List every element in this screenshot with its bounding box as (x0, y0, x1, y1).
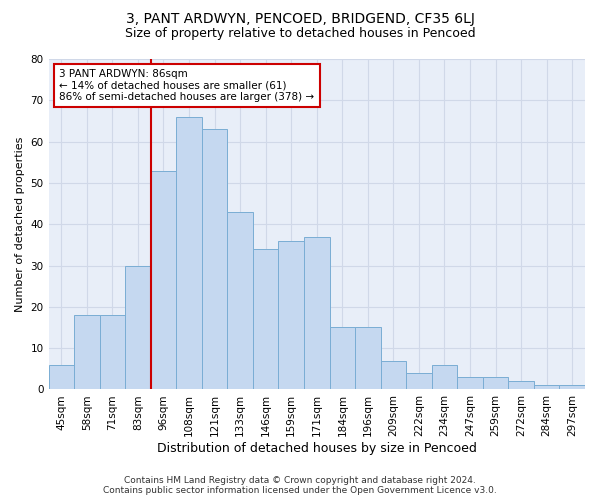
Bar (508, 381, 534, 390)
Bar (483, 377, 508, 390)
Text: Size of property relative to detached houses in Pencoed: Size of property relative to detached ho… (125, 28, 475, 40)
Bar (253, 249, 278, 390)
Bar (49, 364, 74, 390)
Bar (355, 328, 380, 390)
Bar (278, 241, 304, 390)
Bar (406, 373, 432, 390)
Bar (380, 360, 406, 390)
Bar (151, 170, 176, 390)
Bar (534, 386, 559, 390)
Text: Contains HM Land Registry data © Crown copyright and database right 2024.
Contai: Contains HM Land Registry data © Crown c… (103, 476, 497, 495)
Text: 3, PANT ARDWYN, PENCOED, BRIDGEND, CF35 6LJ: 3, PANT ARDWYN, PENCOED, BRIDGEND, CF35 … (125, 12, 475, 26)
Y-axis label: Number of detached properties: Number of detached properties (15, 136, 25, 312)
Bar (227, 212, 253, 390)
Bar (559, 386, 585, 390)
Bar (125, 266, 151, 390)
Bar (202, 129, 227, 390)
Bar (457, 377, 483, 390)
Bar (176, 117, 202, 390)
Text: 3 PANT ARDWYN: 86sqm
← 14% of detached houses are smaller (61)
86% of semi-detac: 3 PANT ARDWYN: 86sqm ← 14% of detached h… (59, 69, 314, 102)
Bar (304, 236, 329, 390)
Bar (329, 328, 355, 390)
Bar (74, 315, 100, 390)
Bar (100, 315, 125, 390)
X-axis label: Distribution of detached houses by size in Pencoed: Distribution of detached houses by size … (157, 442, 477, 455)
Bar (432, 364, 457, 390)
